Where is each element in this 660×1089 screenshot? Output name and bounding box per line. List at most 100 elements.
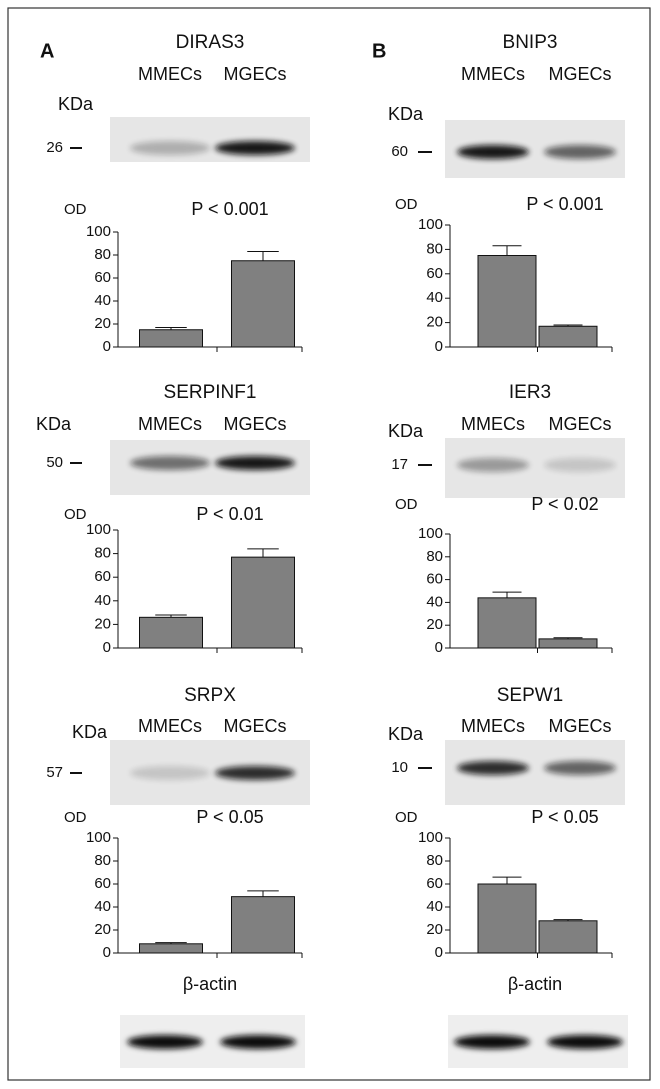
y-tick-label: 20 [94, 315, 111, 332]
blot-marker: 26 [46, 139, 63, 156]
blot-unit: KDa [388, 421, 424, 441]
y-tick-label: 60 [94, 568, 111, 585]
actin-blot [120, 1015, 628, 1068]
blot-marker: 50 [46, 454, 63, 471]
chart-title: SERPINF1 [164, 382, 257, 403]
y-tick-label: 100 [86, 829, 111, 846]
y-tick-label: 80 [94, 545, 111, 562]
bar [539, 326, 597, 347]
y-tick-label: 20 [426, 921, 443, 938]
blot-band [215, 766, 295, 780]
y-tick-label: 80 [426, 548, 443, 565]
p-value: P < 0.05 [531, 807, 598, 827]
y-tick-label: 60 [94, 269, 111, 286]
y-tick-label: 0 [435, 944, 443, 961]
y-tick-label: 20 [94, 615, 111, 632]
bar [232, 557, 295, 648]
y-tick-label: 100 [418, 829, 443, 846]
y-tick-label: 40 [426, 898, 443, 915]
y-tick-label: 40 [94, 292, 111, 309]
lane-label: MMECs [138, 64, 202, 84]
lane-label: MGECs [549, 64, 612, 84]
blot-band [544, 458, 616, 472]
chart-title: SRPX [184, 685, 236, 706]
p-value: P < 0.02 [531, 494, 598, 514]
lane-label: MGECs [549, 716, 612, 736]
blot-band [215, 456, 295, 470]
chart-title: DIRAS3 [176, 32, 245, 53]
y-tick-label: 0 [103, 338, 111, 355]
loading-control-label: β-actin [183, 974, 237, 994]
blot-unit: KDa [72, 722, 108, 742]
figure: A B β-actin β-actin DIRAS3MMECsMGECsKDa2… [0, 0, 660, 1089]
p-value: P < 0.01 [196, 504, 263, 524]
y-axis-label: OD [64, 809, 87, 826]
chart-title: SEPW1 [497, 685, 564, 706]
blot-band [544, 145, 616, 159]
y-tick-label: 100 [418, 216, 443, 233]
bar [539, 639, 597, 648]
bar [232, 261, 295, 347]
blot-band [130, 766, 210, 780]
blot [110, 117, 310, 162]
p-value: P < 0.001 [191, 199, 268, 219]
y-tick-label: 60 [94, 875, 111, 892]
y-tick-label: 20 [94, 921, 111, 938]
lane-label: MGECs [224, 414, 287, 434]
lane-label: MMECs [461, 64, 525, 84]
bar [140, 944, 203, 953]
loading-control-label: β-actin [508, 974, 562, 994]
y-tick-label: 60 [426, 875, 443, 892]
y-tick-label: 80 [426, 240, 443, 257]
y-tick-label: 20 [426, 616, 443, 633]
y-tick-label: 100 [86, 521, 111, 538]
y-axis-label: OD [395, 196, 418, 213]
blot-band [544, 761, 616, 775]
blot-band [130, 141, 210, 155]
y-tick-label: 40 [94, 898, 111, 915]
y-axis-label: OD [64, 201, 87, 218]
lane-label: MMECs [461, 414, 525, 434]
blot-marker: 10 [391, 759, 408, 776]
y-tick-label: 80 [94, 852, 111, 869]
y-tick-label: 60 [426, 265, 443, 282]
chart-title: BNIP3 [503, 32, 558, 53]
lane-label: MMECs [138, 716, 202, 736]
y-tick-label: 100 [86, 223, 111, 240]
blot-band [457, 458, 529, 472]
blot-unit: KDa [58, 94, 94, 114]
y-axis-label: OD [395, 809, 418, 826]
blot-marker: 57 [46, 764, 63, 781]
blot-unit: KDa [388, 104, 424, 124]
lane-label: MMECs [138, 414, 202, 434]
y-tick-label: 0 [435, 639, 443, 656]
y-tick-label: 100 [418, 525, 443, 542]
blot-band [457, 761, 529, 775]
blot-band [130, 456, 210, 470]
blot-band [457, 145, 529, 159]
y-tick-label: 40 [94, 592, 111, 609]
bar [539, 921, 597, 953]
y-tick-label: 40 [426, 289, 443, 306]
y-axis-label: OD [64, 506, 87, 523]
blot-band [215, 141, 295, 155]
y-tick-label: 20 [426, 314, 443, 331]
bar [478, 256, 536, 348]
y-tick-label: 0 [103, 944, 111, 961]
y-tick-label: 0 [435, 338, 443, 355]
blot-unit: KDa [388, 724, 424, 744]
lane-label: MGECs [549, 414, 612, 434]
y-tick-label: 80 [426, 852, 443, 869]
lane-label: MMECs [461, 716, 525, 736]
blot-marker: 17 [391, 456, 408, 473]
bar [140, 617, 203, 648]
bar [232, 897, 295, 953]
y-axis-label: OD [395, 496, 418, 513]
y-tick-label: 0 [103, 639, 111, 656]
y-tick-label: 80 [94, 246, 111, 263]
blot-unit: KDa [36, 414, 72, 434]
y-tick-label: 40 [426, 593, 443, 610]
blot-marker: 60 [391, 143, 408, 160]
panel-label: A [40, 40, 54, 62]
p-value: P < 0.001 [526, 194, 603, 214]
